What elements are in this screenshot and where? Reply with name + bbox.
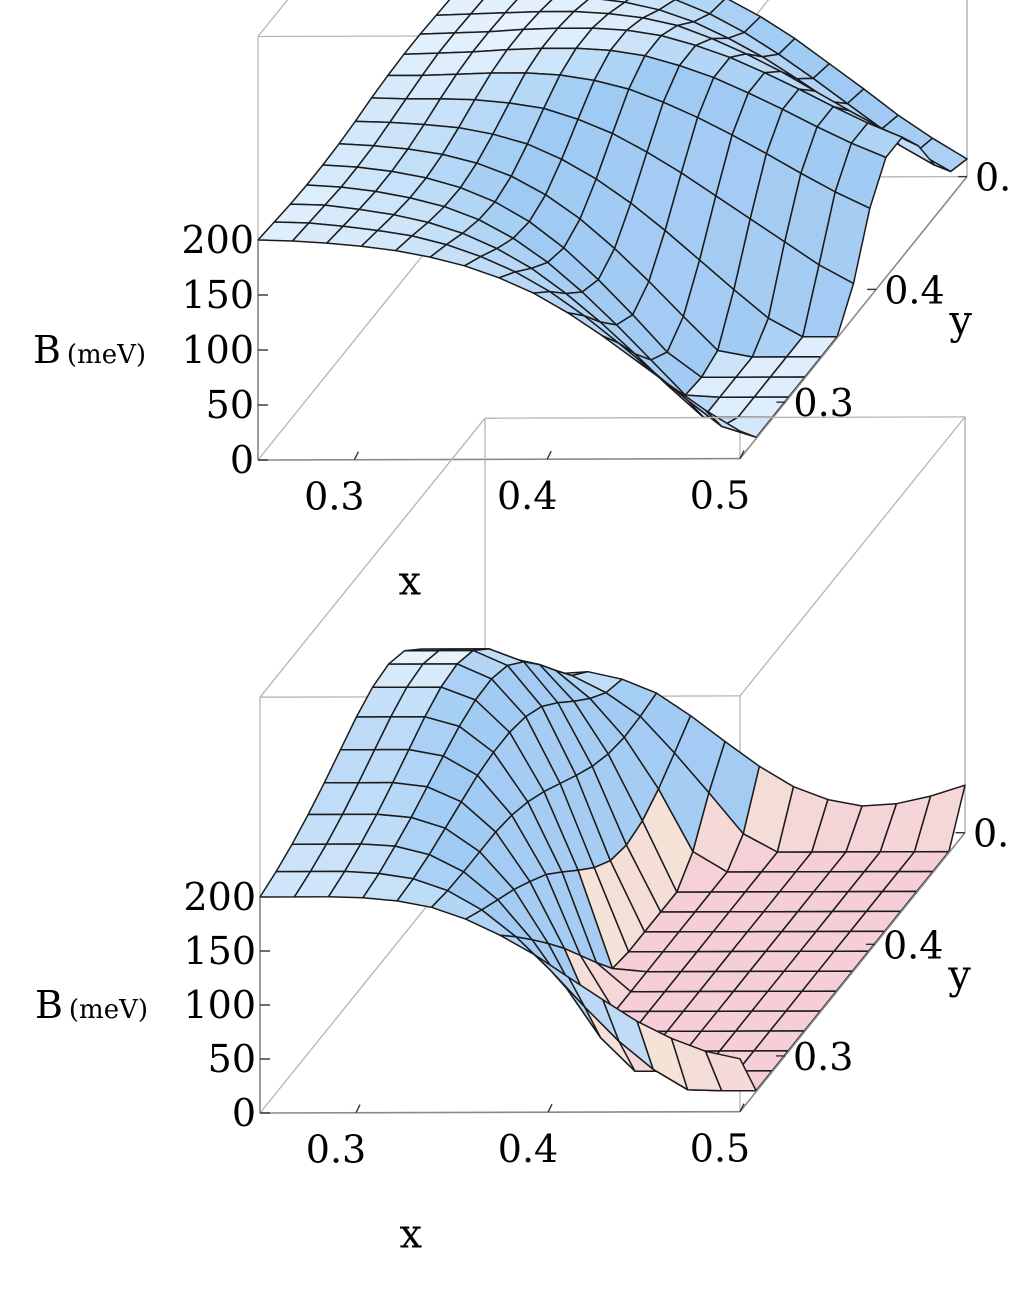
z-tick-label: 150	[181, 273, 254, 317]
y-tick-label: 0.4	[884, 268, 944, 312]
z-axis-label-unit: (meV)	[69, 995, 148, 1025]
z-tick-label: 200	[181, 218, 254, 262]
surface-mesh	[259, 648, 966, 1092]
x-tick-label: 0.3	[304, 475, 364, 519]
x-axis-line	[257, 457, 741, 461]
x-tick-mark	[739, 450, 745, 459]
z-axis-label-unit: (meV)	[67, 340, 146, 370]
x-tick-mark	[353, 451, 360, 461]
x-tick-mark	[547, 1103, 553, 1113]
z-axis-label-symbol: B	[35, 983, 63, 1027]
x-tick-mark	[355, 1104, 361, 1114]
y-tick-label: 0.4	[883, 923, 943, 967]
z-tick-label: 0	[230, 438, 254, 482]
z-axis-label-symbol: B	[33, 328, 61, 372]
x-axis-line	[259, 1110, 741, 1114]
x-tick-label: 0.4	[498, 1127, 558, 1171]
z-tick-label: 200	[183, 875, 256, 919]
y-tick-label: 0.3	[793, 381, 853, 425]
y-axis-label: y	[947, 953, 971, 999]
x-axis-label: x	[398, 558, 421, 604]
x-tick-mark	[546, 450, 552, 460]
z-tick-label: 50	[208, 1037, 256, 1081]
x-tick-mark	[739, 1103, 745, 1113]
z-axis-label: B (meV)	[35, 983, 148, 1027]
x-tick-label: 0.3	[306, 1128, 366, 1172]
x-tick-label: 0.5	[690, 474, 750, 518]
z-tick-label: 50	[206, 383, 254, 427]
z-tick-label: 0	[232, 1091, 256, 1135]
box-edge	[739, 416, 966, 697]
y-axis-line	[739, 832, 966, 1113]
box-edge	[259, 417, 486, 698]
y-tick-label: 0.5	[975, 156, 1011, 200]
y-axis-line	[739, 176, 968, 460]
surface-plot-bottom: 0 50 100 150 200 B(meV) 0.3 0.4 0.5 x 0.3 0.4 0.5 y	[35, 416, 1011, 1257]
y-tick-label: 0.3	[793, 1035, 853, 1079]
z-tick-label: 100	[183, 983, 256, 1027]
surface-plot-top: 0 50 100 150 200 B(meV) 0.3 0.4 0.5 x 0.3 0.4 0.5 y	[33, 0, 1011, 604]
x-tick-label: 0.4	[497, 474, 557, 518]
box-edge	[484, 416, 966, 419]
z-tick-label: 150	[183, 929, 256, 973]
x-tick-label: 0.5	[690, 1127, 750, 1171]
surface-mesh	[257, 0, 968, 439]
y-tick-label: 0.5	[973, 812, 1011, 856]
z-tick-label: 100	[181, 328, 254, 372]
y-axis-label: y	[948, 298, 972, 344]
x-axis-label: x	[400, 1211, 423, 1257]
z-axis-label: B (meV)	[33, 328, 146, 372]
